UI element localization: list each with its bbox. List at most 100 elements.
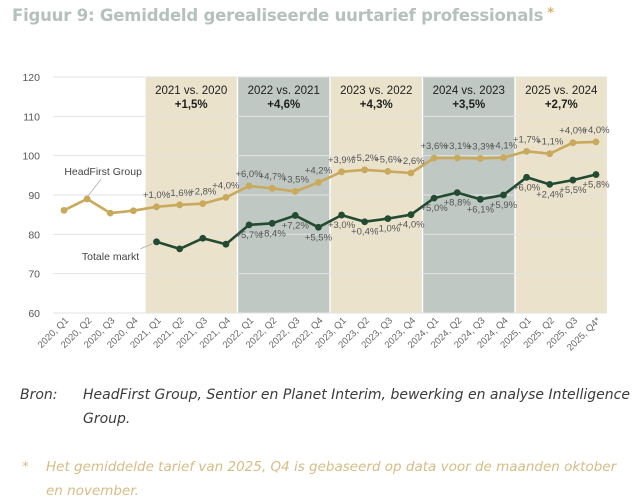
- data-point: [500, 154, 507, 162]
- band-value: +1,5%: [175, 99, 208, 111]
- data-point: [407, 211, 415, 219]
- data-label: +3,1%: [444, 141, 472, 152]
- comparison-band-labels: 2021 vs. 2020 +1,5% 2022 vs. 2021 +4,6% 2023…: [155, 85, 598, 111]
- source-label: Bron:: [20, 387, 58, 403]
- gridlines: [53, 76, 607, 314]
- series-line-headfirst: [63, 140, 597, 215]
- data-point: [268, 184, 276, 192]
- data-label: +4,2%: [305, 165, 333, 176]
- data-point: [453, 154, 461, 162]
- series-line-totale-markt: [156, 173, 597, 251]
- data-label: +1,7%: [513, 134, 541, 145]
- data-label: +3,9%: [328, 155, 356, 166]
- data-label: +8,4%: [259, 228, 287, 239]
- figure-title: Figuur 9: Gemiddeld gerealiseerde uurtar…: [12, 6, 554, 25]
- y-axis-ticks: 60 70 80 90 100 110 120: [22, 72, 40, 320]
- data-point: [315, 179, 322, 186]
- data-label: +4,0%: [212, 180, 240, 191]
- data-point: [384, 215, 392, 223]
- data-point: [523, 173, 531, 181]
- data-point: [569, 139, 577, 147]
- data-label: +5,8%: [582, 180, 610, 191]
- data-labels: +1,0%-1,6%+2,8%+4,0%+6,0%+4,7%+3,5%+4,2%…: [143, 125, 610, 243]
- y-tick-label: 60: [28, 308, 40, 320]
- annotation-leader: [140, 243, 153, 250]
- data-label: +4,0%: [559, 126, 587, 137]
- band-value: +4,3%: [360, 99, 393, 111]
- y-tick-label: 110: [23, 111, 40, 123]
- data-point: [268, 219, 276, 227]
- footnote-marker: *: [22, 459, 29, 475]
- data-label: +2,8%: [189, 187, 217, 198]
- data-label: +3,0%: [328, 220, 356, 231]
- data-label: +4,7%: [259, 171, 287, 182]
- data-label: +3,6%: [420, 141, 448, 152]
- data-point: [83, 195, 91, 203]
- data-point: [569, 176, 577, 184]
- annotation-leader: [87, 178, 102, 197]
- data-label: +4,0%: [397, 220, 425, 231]
- data-point: [592, 171, 600, 178]
- data-label: +6,0%: [513, 182, 541, 193]
- data-label: +2,6%: [397, 156, 425, 167]
- data-point: [222, 240, 230, 248]
- data-point: [245, 182, 253, 190]
- data-label: +1,0%: [143, 190, 171, 201]
- data-label: +4,0%: [582, 125, 610, 136]
- data-point: [106, 209, 114, 217]
- data-point: [291, 188, 299, 195]
- series-annotations: HeadFirst Group Totale markt: [64, 166, 153, 263]
- data-point: [546, 150, 554, 158]
- line-chart: 2021 vs. 2020 +1,5% 2022 vs. 2021 +4,6% 2023…: [22, 72, 610, 353]
- data-label: +5,7%: [235, 230, 263, 241]
- data-label: +6,1%: [467, 204, 495, 215]
- data-point: [153, 238, 160, 246]
- data-label: +5,2%: [351, 153, 379, 164]
- data-point: [453, 189, 461, 197]
- data-point: [500, 191, 507, 199]
- data-point: [291, 212, 299, 219]
- source-text: HeadFirst Group, Sentior en Planet Inter…: [83, 387, 630, 427]
- data-point: [476, 195, 484, 203]
- data-label: -1,0%: [375, 224, 400, 235]
- y-tick-label: 90: [28, 190, 40, 202]
- footnote-text: Het gemiddelde tarief van 2025, Q4 is ge…: [46, 459, 617, 499]
- data-label: +5,5%: [305, 232, 333, 243]
- annotation-headfirst: HeadFirst Group: [64, 166, 142, 178]
- data-point: [361, 166, 369, 174]
- data-point: [384, 168, 392, 175]
- data-label: +4,1%: [490, 141, 518, 152]
- data-label: +2,4%: [536, 189, 564, 200]
- band-title: 2021 vs. 2020: [155, 85, 227, 97]
- series-lines: [60, 138, 600, 253]
- data-label: +3,3%: [467, 141, 495, 152]
- data-point: [338, 168, 345, 176]
- y-tick-label: 100: [22, 151, 40, 163]
- data-label: -1,6%: [167, 188, 192, 199]
- annotation-totale-markt: Totale markt: [82, 251, 139, 263]
- data-label: +1,1%: [536, 137, 564, 148]
- data-label: +8,8%: [444, 198, 472, 209]
- data-label: +5,0%: [420, 203, 448, 214]
- data-label: +6,0%: [235, 169, 263, 180]
- band-title: 2025 vs. 2024: [525, 85, 598, 97]
- data-point: [199, 234, 207, 242]
- band-value: +4,6%: [267, 99, 300, 111]
- band-value: +2,7%: [545, 99, 578, 111]
- data-point: [361, 218, 369, 226]
- data-point: [315, 223, 322, 231]
- data-label: +5,5%: [559, 185, 587, 196]
- data-label: +5,9%: [490, 200, 518, 211]
- data-point: [523, 147, 531, 155]
- data-point: [153, 203, 160, 211]
- y-tick-label: 70: [28, 269, 40, 281]
- data-label: +3,5%: [282, 174, 310, 185]
- figure-title-text: Figuur 9: Gemiddeld gerealiseerde uurtar…: [12, 6, 544, 25]
- data-label: +7,2%: [282, 220, 310, 231]
- data-point: [199, 200, 207, 208]
- data-point: [176, 245, 184, 253]
- data-point: [176, 201, 184, 209]
- data-point: [245, 221, 253, 229]
- data-point: [592, 138, 600, 146]
